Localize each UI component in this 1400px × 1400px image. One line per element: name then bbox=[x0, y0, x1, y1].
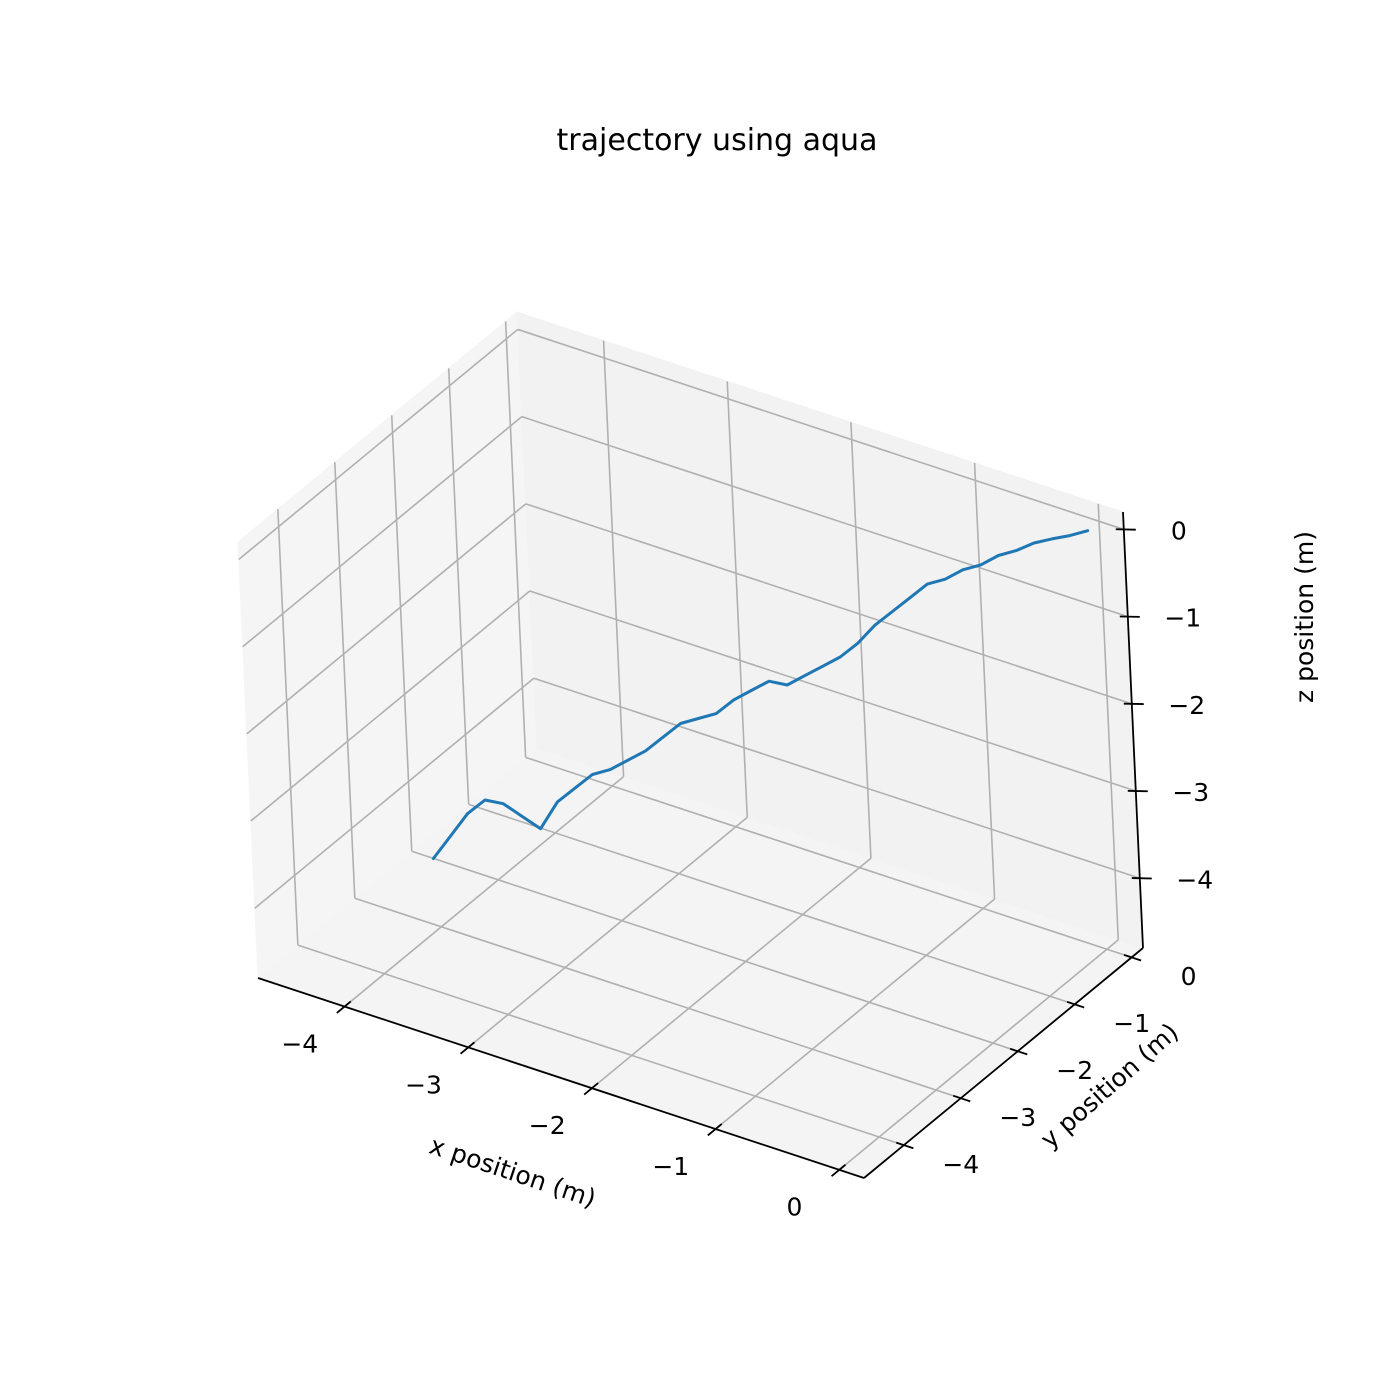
y-axis-label: y position (m) bbox=[1035, 1017, 1184, 1154]
trajectory-line bbox=[431, 529, 1090, 860]
y-grid-left bbox=[333, 462, 356, 899]
z-grid-left bbox=[242, 416, 523, 648]
y-tick bbox=[1009, 1047, 1028, 1056]
y-tick-label: −3 bbox=[999, 1103, 1036, 1132]
z-axis-line bbox=[1122, 511, 1144, 949]
y-grid-floor bbox=[297, 944, 905, 1146]
z-axis-label: z position (m) bbox=[1290, 531, 1319, 703]
z-tick-label: 0 bbox=[1171, 517, 1187, 546]
y-axis-line bbox=[863, 947, 1144, 1179]
z-grid-left bbox=[254, 677, 535, 909]
x-grid-floor bbox=[715, 898, 996, 1130]
z-grid-back bbox=[517, 328, 1125, 531]
y-tick bbox=[1066, 1000, 1085, 1009]
x-tick-label: 0 bbox=[787, 1193, 803, 1222]
z-tick-label: −1 bbox=[1164, 604, 1201, 633]
y-grid-left bbox=[390, 415, 413, 852]
x-tick-label: −1 bbox=[652, 1152, 689, 1181]
y-tick-label: −4 bbox=[942, 1150, 979, 1179]
x-grid-back bbox=[1097, 503, 1120, 940]
x-tick bbox=[583, 1082, 599, 1096]
z-grid-back bbox=[521, 415, 1129, 618]
x-tick bbox=[830, 1164, 847, 1177]
z-grid-back bbox=[533, 677, 1141, 879]
tick-labels: −4 −3 −2 −1 0 −4 −3 −2 −1 0 −4 −3 −2 −1 0 bbox=[281, 517, 1213, 1222]
axis-lines bbox=[257, 511, 1144, 1179]
x-grid-back bbox=[973, 462, 996, 900]
z-grid-back bbox=[529, 590, 1137, 792]
grid-lines bbox=[238, 321, 1141, 1171]
x-tick-label: −3 bbox=[405, 1070, 442, 1099]
y-tick bbox=[895, 1141, 914, 1150]
y-grid-floor bbox=[468, 803, 1075, 1006]
x-grid-back bbox=[726, 381, 749, 818]
chart-title: trajectory using aqua bbox=[557, 123, 878, 158]
z-grid-left bbox=[246, 503, 527, 735]
y-tick-label: 0 bbox=[1181, 962, 1197, 991]
y-tick-label: −1 bbox=[1113, 1009, 1150, 1038]
back-pane bbox=[516, 311, 1144, 949]
y-tick bbox=[952, 1094, 971, 1103]
z-grid-back bbox=[525, 503, 1133, 705]
x-grid-floor bbox=[467, 816, 748, 1049]
y-grid-floor bbox=[411, 850, 1018, 1053]
y-grid-left bbox=[277, 509, 299, 946]
y-tick bbox=[1123, 954, 1142, 962]
y-tick-label: −2 bbox=[1056, 1056, 1093, 1085]
z-grid-left bbox=[250, 590, 531, 822]
data-series bbox=[431, 529, 1090, 860]
x-grid-floor bbox=[838, 939, 1119, 1171]
z-tick-label: −2 bbox=[1168, 691, 1205, 720]
z-grid-left bbox=[238, 328, 519, 561]
z-tick-label: −3 bbox=[1172, 778, 1209, 807]
y-grid-left bbox=[504, 321, 527, 758]
x-grid-floor bbox=[591, 857, 872, 1089]
tick-marks bbox=[336, 528, 1152, 1177]
y-grid-floor bbox=[354, 897, 962, 1099]
x-tick-label: −2 bbox=[529, 1111, 566, 1140]
x-grid-back bbox=[602, 340, 625, 777]
x-tick bbox=[459, 1041, 475, 1055]
y-grid-left bbox=[447, 368, 470, 805]
z-tick-label: −4 bbox=[1176, 865, 1213, 894]
x-axis-label: x position (m) bbox=[426, 1131, 600, 1214]
x-axis-line bbox=[257, 977, 865, 1179]
axes-panes bbox=[237, 310, 1145, 1179]
y-grid-floor bbox=[525, 756, 1132, 959]
x-tick-label: −4 bbox=[281, 1030, 318, 1059]
x-tick bbox=[707, 1123, 723, 1137]
x-grid-floor bbox=[344, 775, 625, 1008]
x-tick bbox=[336, 1000, 352, 1014]
